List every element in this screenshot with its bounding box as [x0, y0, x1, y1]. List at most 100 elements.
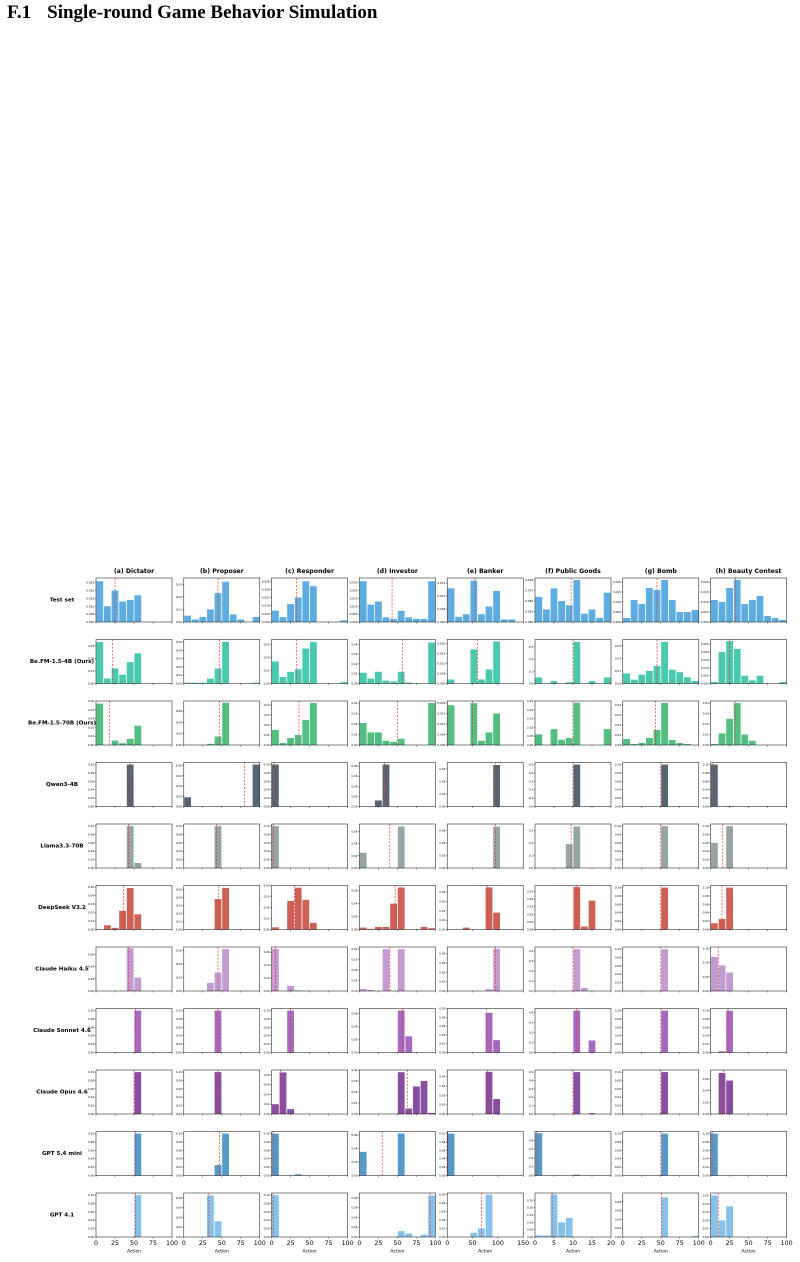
bar	[485, 887, 493, 930]
y-tick-label: 0.020	[86, 589, 94, 593]
bar	[588, 681, 596, 684]
bar	[573, 641, 581, 684]
bar	[214, 736, 222, 745]
axes-frame	[534, 885, 612, 930]
y-tick-label: 0.04	[88, 1034, 94, 1038]
y-tick-label: 0.2	[529, 969, 534, 973]
y-tick-label: 0.075	[525, 589, 533, 593]
column-title: (a) Dictator	[114, 568, 155, 575]
y-tick-label: 0.02	[615, 1042, 621, 1046]
bar	[741, 734, 749, 745]
column-title: (e) Banker	[467, 568, 504, 575]
bar	[581, 988, 588, 991]
y-tick-label: 0.04	[88, 965, 94, 969]
bar	[375, 800, 382, 807]
bar	[428, 1195, 435, 1237]
y-tick-label: 0.02	[88, 1042, 94, 1046]
bar	[668, 669, 676, 684]
bar	[214, 668, 222, 684]
bar	[111, 668, 119, 684]
y-tick-label: 0.10	[703, 961, 709, 965]
y-tick-label: 0.08	[615, 771, 621, 775]
y-tick-label: 0.08	[351, 764, 357, 768]
y-tick-label: 0.04	[88, 1218, 94, 1222]
y-tick-label: 0.02	[88, 656, 94, 660]
y-tick-label: 0.06	[615, 902, 621, 906]
bar	[294, 669, 302, 684]
y-tick-label: 0.005	[701, 610, 709, 614]
y-tick-label: 0.00	[703, 1112, 709, 1116]
y-tick-label: 0.050	[525, 599, 533, 603]
bar	[623, 739, 630, 745]
y-tick-label: 0.10	[615, 886, 621, 890]
bar	[214, 1072, 222, 1114]
bar	[397, 887, 405, 930]
bar	[287, 671, 294, 684]
y-tick-label: 0.00	[439, 928, 445, 932]
bar	[478, 614, 485, 622]
bar	[126, 764, 134, 807]
y-tick-label: 0.02	[176, 1165, 182, 1169]
y-tick-label: 0.04	[615, 911, 621, 915]
y-tick-label: 0.08	[176, 1140, 182, 1144]
y-tick-label: 0.1	[529, 979, 534, 983]
y-tick-label: 0.00	[615, 866, 621, 870]
bar	[111, 927, 119, 930]
bar	[565, 682, 573, 684]
y-tick-label: 0.10	[527, 912, 533, 916]
y-tick-label: 0.04	[351, 902, 357, 906]
bar	[646, 588, 653, 622]
axes-frame	[95, 1069, 173, 1115]
y-tick-label: 0.06	[703, 1025, 709, 1029]
bar	[119, 601, 126, 622]
axes-frame	[359, 946, 436, 992]
bar	[718, 602, 726, 622]
bar	[367, 678, 375, 684]
bar	[581, 926, 588, 930]
y-tick-label: 0.05	[703, 1193, 709, 1197]
y-tick-label: 0.10	[176, 1132, 182, 1136]
column-title: (f) Public Goods	[545, 568, 601, 575]
axes-frame	[622, 700, 700, 746]
axes-frame	[183, 1131, 261, 1176]
y-tick-label: 0.04	[176, 648, 182, 652]
y-tick-label: 0.06	[703, 902, 709, 906]
y-tick-label: 0.4	[529, 1011, 534, 1015]
y-tick-label: 0.10	[176, 1009, 182, 1013]
y-tick-label: 0.020	[437, 642, 445, 646]
bar	[535, 734, 543, 745]
y-tick-label: 0.06	[615, 841, 621, 845]
y-tick-label: 0.00	[351, 743, 357, 747]
bar	[478, 740, 485, 745]
y-tick-label: 0.10	[615, 1132, 621, 1136]
y-tick-label: 0.00	[615, 1174, 621, 1178]
x-tick-label: 0	[270, 1240, 274, 1247]
y-tick-label: 0.04	[439, 1201, 445, 1205]
y-tick-label: 0.10	[615, 824, 621, 828]
bar	[588, 1040, 596, 1053]
y-tick-label: 0.03	[439, 1084, 445, 1088]
y-tick-label: 0.08	[88, 1017, 94, 1021]
y-tick-label: 0.06	[703, 779, 709, 783]
y-tick-label: 0.00	[264, 1051, 270, 1055]
bar	[104, 606, 111, 622]
axes-frame	[183, 885, 261, 930]
bar	[294, 990, 302, 991]
bar	[726, 972, 733, 991]
bar	[272, 661, 279, 684]
y-tick-label: 0.00	[439, 989, 445, 993]
axes-frame	[183, 1008, 261, 1053]
y-tick-label: 0.3	[529, 1021, 534, 1025]
bar	[420, 1081, 428, 1114]
axes-frame	[359, 700, 436, 746]
bar	[558, 1222, 565, 1237]
y-tick-label: 0.00	[351, 805, 357, 809]
y-tick-label: 0.05	[176, 640, 182, 644]
bar	[294, 887, 302, 930]
bar	[535, 677, 543, 684]
y-tick-label: 0.08	[264, 1073, 270, 1077]
y-tick-label: 0.08	[439, 1140, 445, 1144]
y-tick-label: 0.04	[703, 849, 709, 853]
y-tick-label: 0.03	[176, 904, 182, 908]
axes-frame	[446, 1131, 524, 1176]
